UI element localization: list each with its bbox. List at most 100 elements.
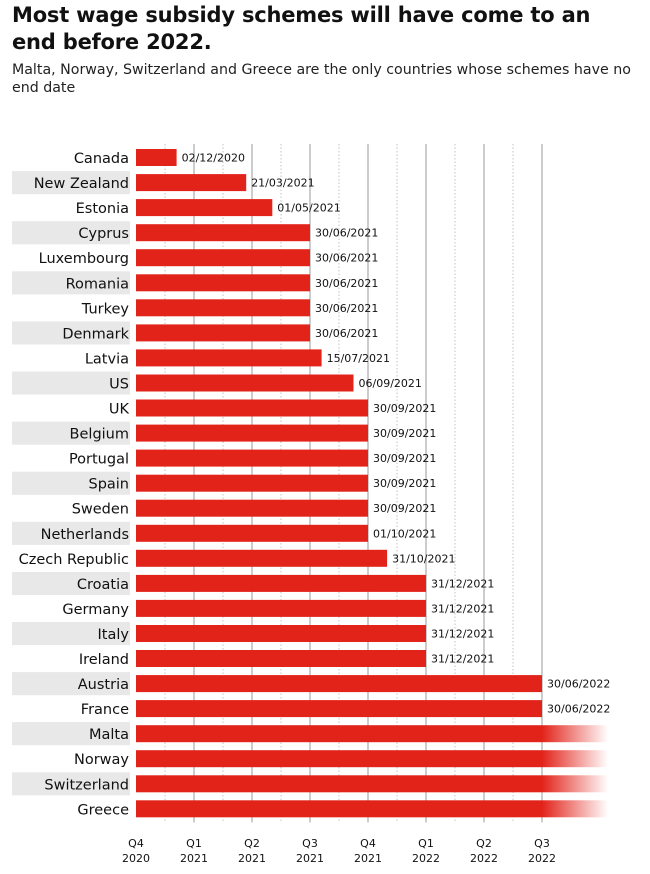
row-stripe [12,371,130,395]
category-label: Latvia [85,351,129,367]
x-tick-quarter: Q1 [418,837,434,850]
row-stripe [12,471,130,495]
x-tick-quarter: Q3 [534,837,550,850]
data-label: 31/12/2021 [431,602,494,615]
bar-open-ended-fade [542,725,608,743]
category-label: Malta [89,727,129,743]
category-label: Portugal [69,452,129,468]
row-stripe [12,672,130,696]
bar [136,650,426,667]
data-label: 30/09/2021 [373,427,436,440]
category-label: Spain [88,477,129,493]
bar [136,725,542,743]
bar [136,374,354,392]
row-stripe [12,271,130,295]
bar [136,249,310,267]
data-label: 06/09/2021 [359,377,422,390]
data-label: 15/07/2021 [327,352,390,365]
x-tick-quarter: Q4 [360,837,376,850]
bar [136,449,368,467]
data-label: 31/12/2021 [431,653,494,666]
x-tick-year: 2021 [238,852,266,865]
data-label: 21/03/2021 [251,177,314,190]
data-label: 30/06/2022 [547,678,610,691]
bar-open-ended-fade [542,800,608,818]
category-labels: Canada 02/12/2020 New Zealand 21/03/2021 Est… [19,151,611,818]
row-stripe [12,772,130,796]
category-label: Germany [62,602,129,618]
category-label: Sweden [72,502,129,518]
category-label: Austria [78,677,129,693]
x-tick-year: 2022 [412,852,440,865]
bar [136,625,426,642]
data-label: 01/05/2021 [277,202,340,215]
data-label: 30/09/2021 [373,402,436,415]
bar [136,499,368,517]
bar [136,474,368,492]
category-label: Luxembourg [39,251,129,267]
x-tick-year: 2021 [354,852,382,865]
x-tick-year: 2020 [122,852,150,865]
bar [136,174,247,192]
x-tick-year: 2021 [180,852,208,865]
row-stripes [12,171,130,796]
bar [136,800,542,818]
category-label: France [81,702,129,718]
bar [136,599,426,617]
category-label: Czech Republic [19,552,129,568]
row-stripe [12,622,130,646]
category-label: Italy [98,627,130,643]
bar [136,524,368,542]
category-label: Croatia [77,577,129,593]
category-label: Canada [74,151,129,167]
data-label: 30/06/2021 [315,252,378,265]
data-label: 31/12/2021 [431,628,494,641]
bar [136,199,273,217]
chart-subtitle: Malta, Norway, Switzerland and Greece ar… [12,62,631,96]
data-label: 30/06/2021 [315,227,378,240]
data-label: 30/09/2021 [373,477,436,490]
category-label: Romania [66,276,129,292]
x-tick-year: 2022 [470,852,498,865]
x-tick-quarter: Q1 [186,837,202,850]
data-label: 30/06/2022 [547,703,610,716]
x-tick-quarter: Q2 [244,837,260,850]
bar [136,424,368,442]
row-stripe [12,321,130,345]
chart-title: Most wage subsidy schemes will have come… [12,3,591,54]
x-tick-quarter: Q3 [302,837,318,850]
data-label: 30/09/2021 [373,452,436,465]
bar [136,299,310,317]
bar-open-ended-fade [542,775,608,793]
bar-open-ended-fade [542,750,608,768]
bar [136,750,542,768]
category-label: Estonia [76,201,129,217]
category-label: New Zealand [34,176,129,192]
bar [136,574,426,592]
category-label: US [109,377,129,393]
x-tick-quarter: Q4 [128,837,144,850]
data-label: 01/10/2021 [373,527,436,540]
data-label: 31/12/2021 [431,577,494,590]
category-label: Netherlands [41,527,129,543]
bars [136,149,608,818]
category-label: Turkey [81,301,130,317]
data-label: 02/12/2020 [182,152,245,165]
bar [136,149,177,166]
category-label: Greece [77,802,129,818]
bar [136,700,542,718]
x-tick-year: 2022 [528,852,556,865]
bar [136,399,368,417]
bar [136,775,542,793]
data-label: 31/10/2021 [392,552,455,565]
bar [136,549,388,567]
x-axis: Q4 2020 Q1 2021 Q2 2021 Q3 2021 Q4 2021 Q1 2022 Q2 20… [122,837,556,865]
row-stripe [12,221,130,245]
x-tick-quarter: Q2 [476,837,492,850]
data-label: 30/09/2021 [373,502,436,515]
row-stripe [12,521,130,545]
category-label: Switzerland [44,777,129,793]
bar [136,349,322,367]
row-stripe [12,171,130,195]
